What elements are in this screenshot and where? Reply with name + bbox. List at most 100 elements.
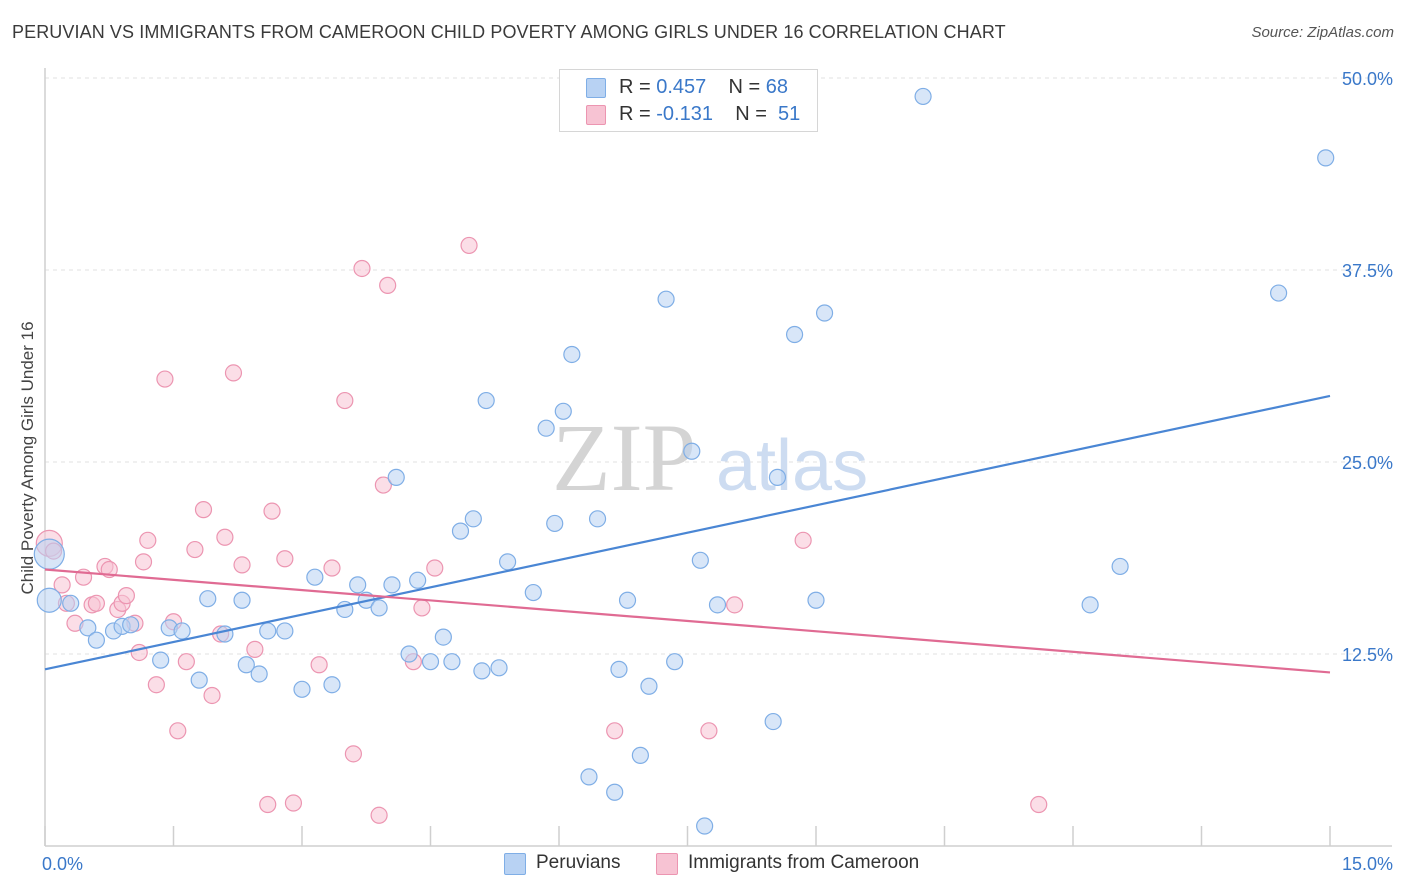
bottom-legend-label: Immigrants from Cameroon [688,852,920,873]
point-peruvians [1317,149,1335,167]
point-peruvians [554,402,572,420]
point-peruvians [443,653,461,671]
point-peruvians [1081,596,1099,614]
point-peruvians [473,662,491,680]
point-cameroon [246,640,264,658]
point-peruvians [499,553,517,571]
y-tick-label: 25.0% [1342,453,1393,473]
point-cameroon [413,599,431,617]
point-peruvians [588,510,607,528]
legend-r-label: R = [619,103,651,125]
point-peruvians [421,653,440,671]
point-peruvians [606,783,624,801]
legend-swatch-pink [586,105,606,125]
point-cameroon [203,686,221,705]
point-cameroon [263,502,281,520]
watermark-zip: ZIP [552,404,696,511]
point-peruvians [199,590,217,608]
point-peruvians [33,538,65,570]
point-peruvians [173,622,191,640]
legend-r-label: R = [619,76,651,98]
point-peruvians [237,656,255,674]
point-peruvians [62,594,80,612]
point-peruvians [323,676,341,694]
point-peruvians [306,568,324,586]
point-peruvians [610,660,628,678]
bottom-legend-swatch-pink [656,853,678,875]
point-cameroon [194,501,213,519]
correlation-legend: R = 0.457 N = 68 R = -0.131 N = 51 [559,69,818,132]
point-peruvians [580,768,598,786]
point-peruvians [250,665,268,683]
source-label: Source: ZipAtlas.com [1251,24,1394,41]
legend-n-value: 51 [778,103,801,125]
point-peruvians [815,304,834,322]
point-cameroon [336,391,354,410]
point-cameroon [216,528,234,546]
point-cameroon [117,587,135,605]
point-cameroon [87,594,106,612]
point-cameroon [186,540,204,559]
point-peruvians [451,522,470,540]
point-cameroon [310,656,328,674]
point-peruvians [1269,284,1288,302]
point-peruvians [349,576,367,594]
point-cameroon [344,745,362,763]
x-tick-label: 15.0% [1342,854,1393,874]
point-cameroon [1030,795,1048,814]
chart-title: PERUVIAN VS IMMIGRANTS FROM CAMEROON CHI… [12,22,1006,42]
point-cameroon [156,370,174,388]
point-peruvians [764,712,782,731]
point-peruvians [383,576,401,594]
bottom-legend-label: Peruvians [536,852,621,873]
point-cameroon [460,236,478,255]
point-peruvians [216,625,234,643]
bottom-legend-swatch-blue [504,853,526,875]
data-points [33,87,1335,835]
point-peruvians [640,677,658,695]
legend-r-value: -0.131 [656,103,713,125]
point-peruvians [434,628,452,646]
point-peruvians [387,468,405,486]
point-cameroon [233,556,251,574]
point-peruvians [807,591,825,609]
y-tick-label: 12.5% [1342,645,1393,665]
point-peruvians [631,746,649,764]
legend-n-label: N = [735,103,767,125]
point-peruvians [563,345,581,364]
legend-n-value: 68 [765,76,789,98]
point-cameroon [374,476,392,494]
point-peruvians [233,591,251,609]
watermark-atlas: atlas [716,426,868,506]
x-tick-label: 0.0% [42,854,83,874]
point-peruvians [79,619,97,637]
point-peruvians [683,442,701,460]
point-cameroon [134,553,153,571]
y-tick-label: 37.5% [1342,261,1393,281]
point-peruvians [546,514,564,533]
point-peruvians [370,599,388,617]
point-cameroon [606,722,624,740]
point-cameroon [284,794,303,812]
point-peruvians [259,622,277,640]
trend-lines [44,394,1331,674]
y-tick-label: 50.0% [1342,69,1393,89]
point-cameroon [353,259,371,278]
point-peruvians [122,616,140,634]
y-axis-title: Child Poverty Among Girls Under 16 [18,321,37,594]
trend-line-peruvians [44,394,1331,671]
point-cameroon [370,806,388,824]
point-peruvians [152,651,170,669]
point-peruvians [666,653,684,671]
point-cameroon [259,795,277,814]
point-peruvians [1111,557,1129,576]
point-cameroon [794,531,812,549]
point-peruvians [190,671,208,689]
point-peruvians [914,87,932,106]
point-peruvians [477,391,495,410]
point-cameroon [147,676,165,694]
point-cameroon [426,559,444,577]
point-peruvians [708,596,727,614]
point-peruvians [696,817,714,835]
